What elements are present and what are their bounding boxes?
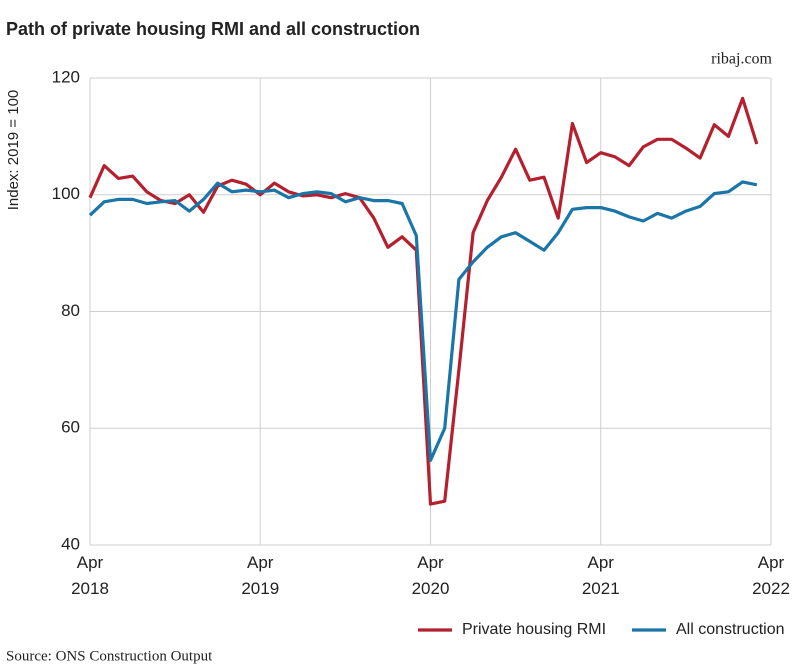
x-tick-label: Apr 2021	[581, 553, 620, 598]
legend-label: Private housing RMI	[462, 621, 606, 638]
y-tick-label: 80	[61, 301, 80, 320]
line-series	[88, 180, 758, 462]
x-tick-label: Apr 2018	[71, 553, 109, 598]
legend-label: All construction	[676, 621, 785, 638]
y-tick-label: 100	[52, 184, 80, 203]
chart-title: Path of private housing RMI and all cons…	[6, 19, 420, 39]
line-series	[88, 96, 759, 506]
y-tick-label: 40	[61, 534, 80, 553]
y-tick-label: 120	[52, 67, 80, 86]
credit: ribaj.com	[711, 51, 772, 68]
y-axis-label: Index: 2019 = 100	[5, 90, 22, 211]
source: Source: ONS Construction Output	[6, 648, 213, 664]
x-tick-label: Apr 2020	[411, 553, 450, 598]
x-tick-label: Apr 2019	[241, 553, 280, 598]
x-tick-label: Apr 2022	[752, 553, 790, 598]
y-tick-label: 60	[61, 418, 80, 437]
